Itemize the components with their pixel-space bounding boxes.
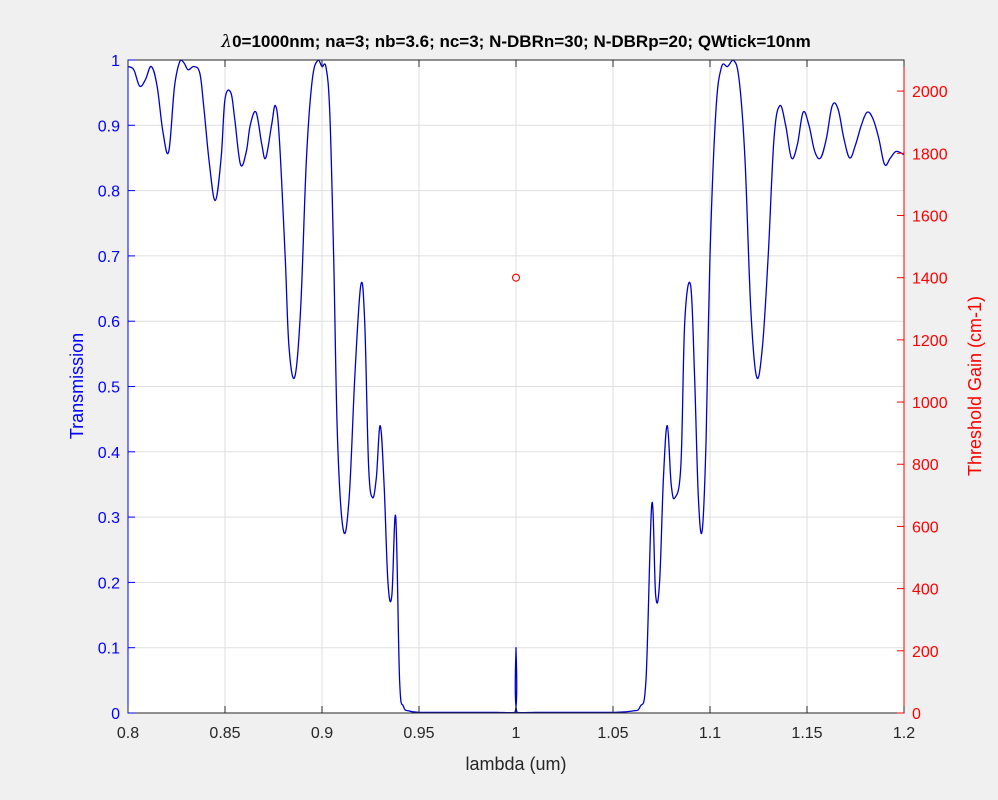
y-axis-left-label: Transmission <box>67 333 87 439</box>
series-layer <box>127 59 905 714</box>
x-tick-label-1: 0.85 <box>209 725 240 742</box>
y-right-tick-label-3: 600 <box>912 519 939 536</box>
y-left-tick-label-8: 0.8 <box>98 184 120 201</box>
x-axis-label: lambda (um) <box>465 754 566 774</box>
y-right-tick-label-4: 800 <box>912 457 939 474</box>
y-left-tick-label-5: 0.5 <box>98 380 120 397</box>
x-tick-label-7: 1.15 <box>791 725 822 742</box>
x-tick-label-0: 0.8 <box>117 725 139 742</box>
y-right-tick-label-5: 1000 <box>912 395 948 412</box>
threshold-gain-marker-0 <box>511 273 521 282</box>
x-tick-label-5: 1.05 <box>597 725 628 742</box>
y-right-tick-label-1: 200 <box>912 644 939 661</box>
y-left-tick-label-6: 0.6 <box>98 314 120 331</box>
y-left-tick-label-10: 1 <box>111 53 120 70</box>
x-tick-label-4: 1 <box>512 725 521 742</box>
y-right-tick-label-0: 0 <box>912 706 921 723</box>
x-axis-ticks: 0.8 0.85 0.9 0.95 1 1.05 1.1 1.15 1.2 <box>117 60 915 742</box>
series-transmission-line <box>127 59 905 714</box>
y-right-tick-label-10: 2000 <box>912 84 948 101</box>
x-tick-label-3: 0.95 <box>403 725 434 742</box>
y-axis-left-ticks: 0 0.1 0.2 0.3 0.4 0.5 0.6 0.7 0.8 0.9 1 <box>98 53 135 723</box>
y-left-tick-label-9: 0.9 <box>98 118 120 135</box>
chart-title: λ0=1000nm; na=3; nb=3.6; nc=3; N-DBRn=30… <box>220 32 810 52</box>
x-tick-label-2: 0.9 <box>311 725 333 742</box>
y-left-tick-label-1: 0.1 <box>98 641 120 658</box>
x-tick-label-8: 1.2 <box>893 725 915 742</box>
y-right-tick-label-2: 400 <box>912 582 939 599</box>
y-left-tick-label-0: 0 <box>111 706 120 723</box>
y-left-tick-label-7: 0.7 <box>98 249 120 266</box>
y-axis-right-label: Threshold Gain (cm-1) <box>965 296 985 476</box>
y-right-tick-label-6: 1200 <box>912 333 948 350</box>
grid-lines <box>127 59 905 714</box>
chart-title-lambda: λ <box>220 32 232 52</box>
y-left-tick-label-2: 0.2 <box>98 575 120 592</box>
chart-title-text: 0=1000nm; na=3; nb=3.6; nc=3; N-DBRn=30;… <box>232 32 811 51</box>
x-tick-label-6: 1.1 <box>699 725 721 742</box>
y-right-tick-label-7: 1400 <box>912 271 948 288</box>
y-left-tick-label-3: 0.3 <box>98 510 120 527</box>
y-right-tick-label-8: 1600 <box>912 208 948 225</box>
y-axis-right-ticks: 0 200 400 600 800 1000 1200 1400 1600 1800 2000 <box>897 84 948 723</box>
y-right-tick-label-9: 1800 <box>912 146 948 163</box>
y-left-tick-label-4: 0.4 <box>98 445 120 462</box>
